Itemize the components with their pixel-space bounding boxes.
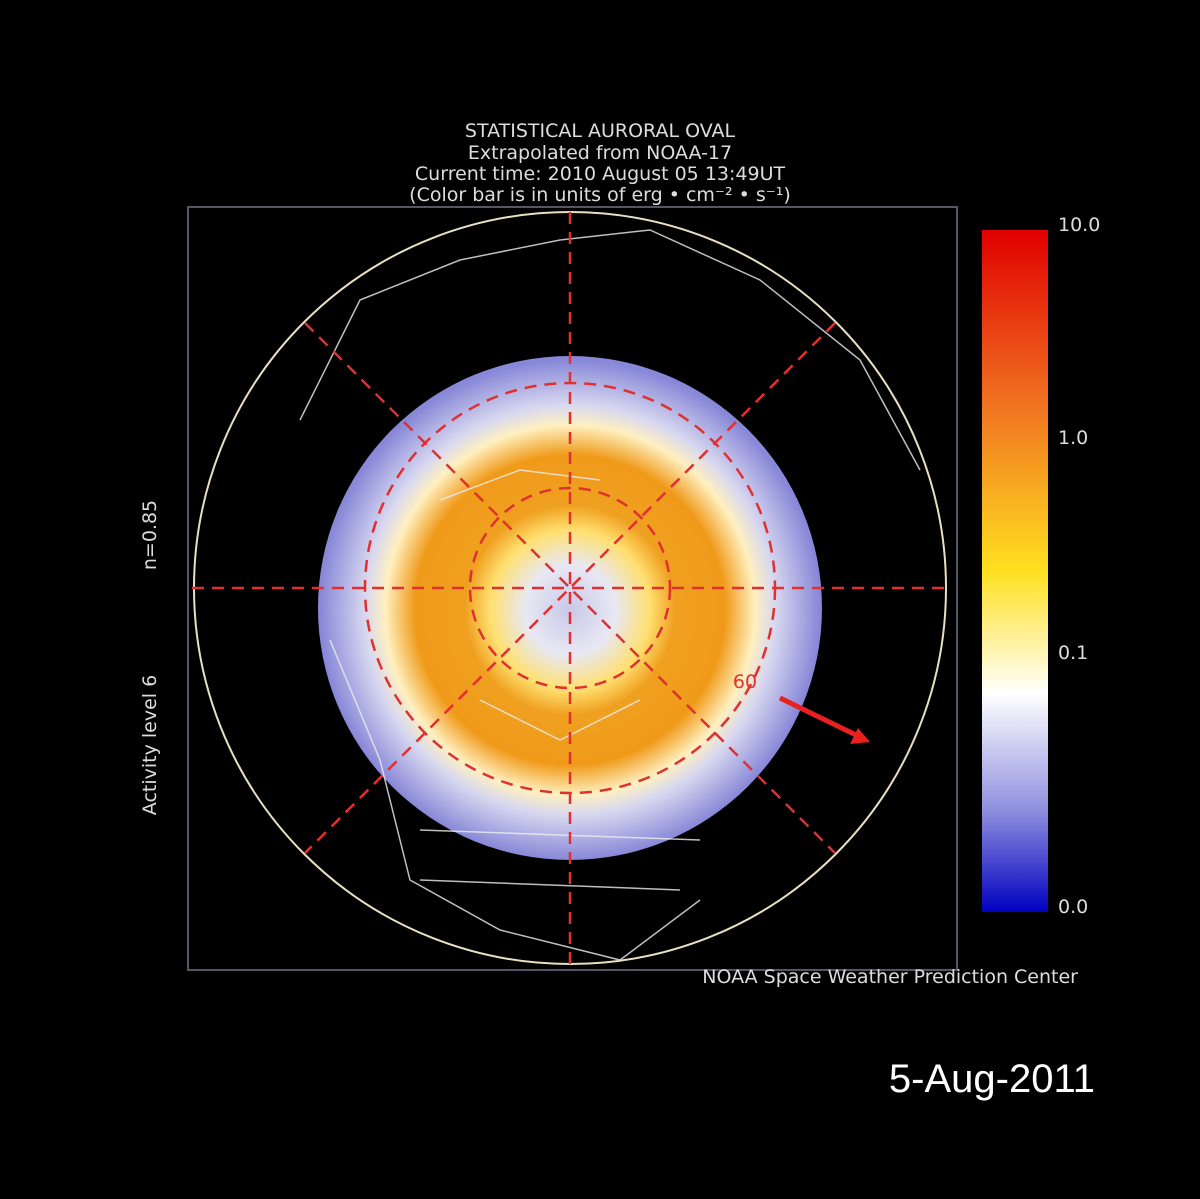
coastlines bbox=[299, 229, 921, 961]
map-area bbox=[299, 229, 921, 961]
color-bar bbox=[982, 230, 1048, 912]
side-label: n=0.85 bbox=[139, 500, 161, 570]
colorbar-tick: 0.0 bbox=[1058, 896, 1088, 918]
credit: NOAA Space Weather Prediction Center bbox=[702, 966, 1078, 988]
latitude-label: 60 bbox=[733, 671, 757, 693]
title-line: Extrapolated from NOAA-17 bbox=[468, 142, 732, 164]
colorbar-tick: 10.0 bbox=[1058, 214, 1100, 236]
side-label: Activity level 6 bbox=[139, 675, 161, 815]
plot-frame bbox=[187, 206, 958, 971]
colorbar-tick: 1.0 bbox=[1058, 427, 1088, 449]
arrow bbox=[778, 695, 860, 739]
title-line: STATISTICAL AURORAL OVAL bbox=[465, 120, 736, 142]
colorbar-tick: 0.1 bbox=[1058, 642, 1088, 664]
title-line: (Color bar is in units of erg • cm⁻² • s… bbox=[409, 184, 791, 206]
title: STATISTICAL AURORAL OVAL Extrapolated fr… bbox=[409, 120, 791, 206]
title-line: Current time: 2010 August 05 13:49UT bbox=[415, 163, 786, 185]
arrow-head bbox=[850, 728, 870, 744]
grid-lines bbox=[192, 212, 948, 964]
auroral-oval bbox=[318, 356, 822, 860]
date-label: 5-Aug-2011 bbox=[889, 1057, 1095, 1101]
